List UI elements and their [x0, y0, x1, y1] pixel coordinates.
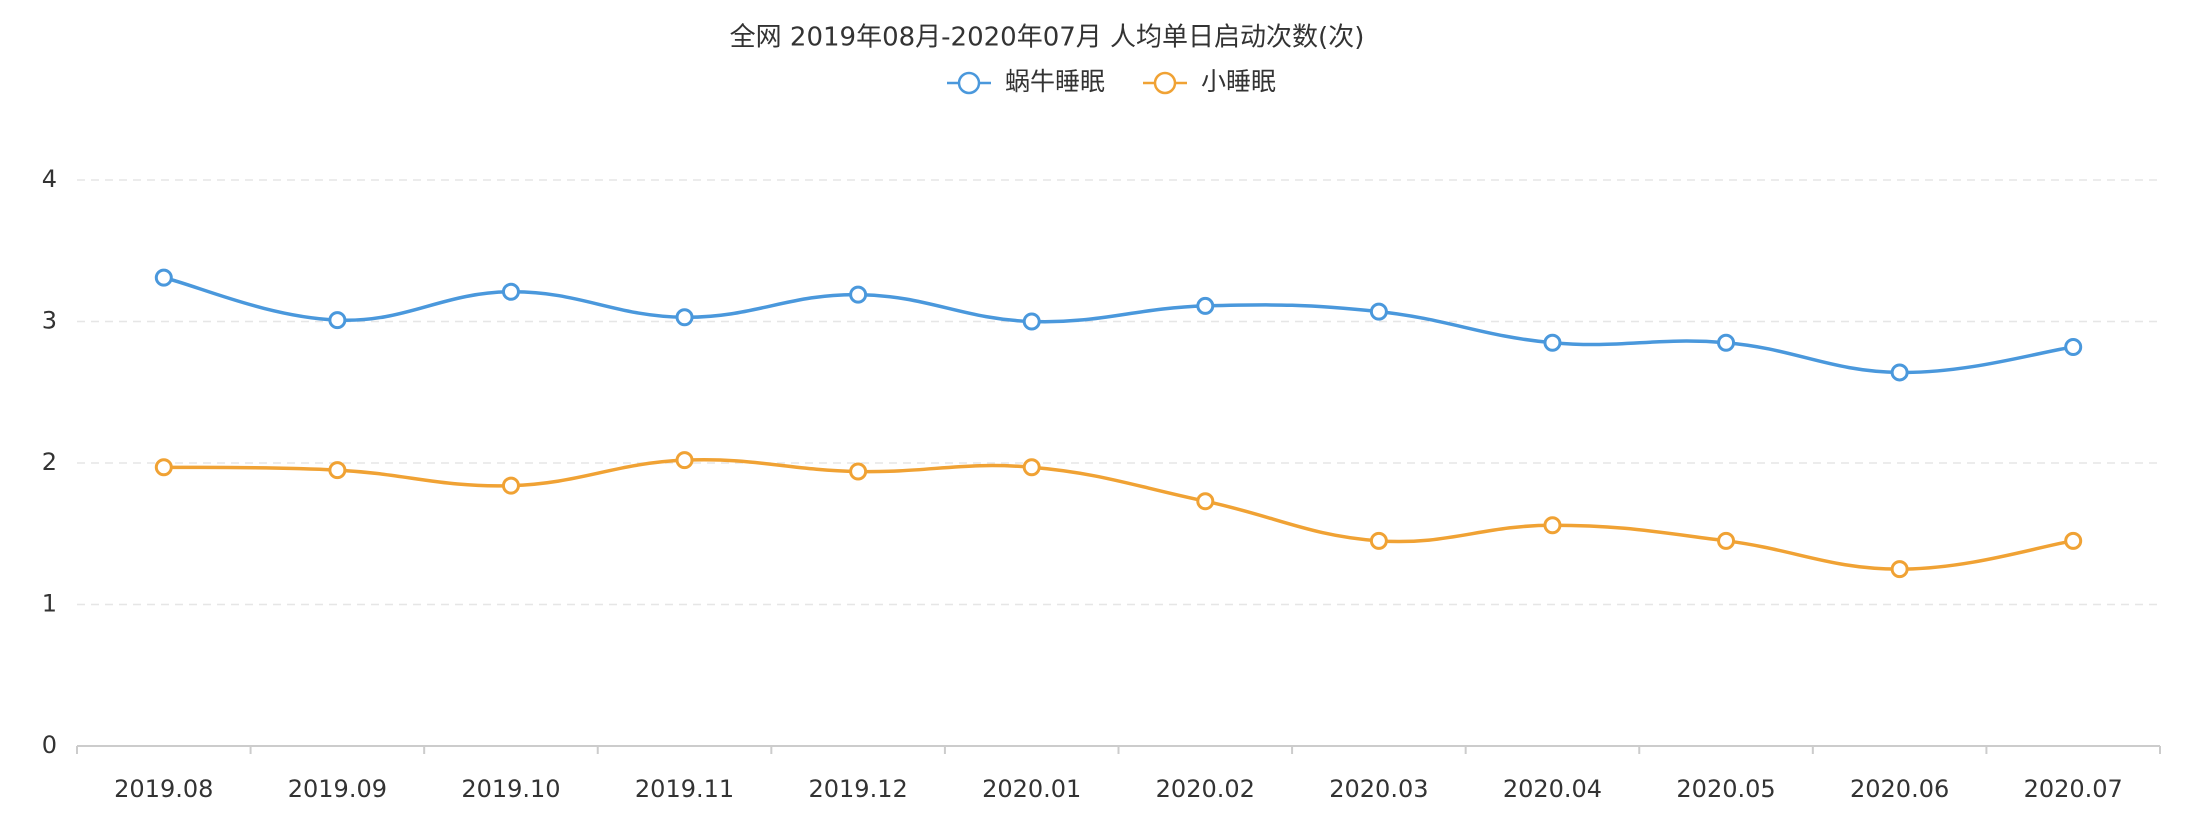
point — [2064, 337, 2083, 356]
point — [1022, 312, 1041, 331]
x-tick-label: 2020.02 — [1156, 775, 1255, 803]
point — [328, 461, 347, 480]
point — [1022, 458, 1041, 477]
x-tick-label: 2020.03 — [1329, 775, 1428, 803]
legend-label: 小睡眠 — [1201, 67, 1276, 96]
x-tick-label: 2019.10 — [461, 775, 560, 803]
point — [1890, 560, 1909, 579]
point — [154, 458, 173, 477]
y-tick-label: 4 — [42, 165, 57, 193]
point — [675, 451, 694, 470]
x-tick-label: 2019.08 — [114, 775, 213, 803]
x-tick-label: 2020.05 — [1676, 775, 1775, 803]
x-tick-label: 2020.07 — [2024, 775, 2123, 803]
point — [1369, 302, 1388, 321]
point — [1543, 516, 1562, 535]
point — [1543, 333, 1562, 352]
x-tick-label: 2019.12 — [809, 775, 908, 803]
legend-label: 蜗牛睡眠 — [1005, 67, 1105, 96]
point — [1196, 492, 1215, 511]
y-tick-label: 1 — [42, 590, 57, 618]
y-tick-label: 0 — [42, 731, 57, 759]
point — [1717, 531, 1736, 550]
legend-marker — [1153, 71, 1177, 95]
point — [849, 285, 868, 304]
x-tick-label: 2020.01 — [982, 775, 1081, 803]
point — [1717, 333, 1736, 352]
series-line — [163, 275, 2074, 375]
legend-marker — [957, 71, 981, 95]
point — [849, 462, 868, 481]
y-tick-label: 3 — [42, 307, 57, 335]
point — [1369, 531, 1388, 550]
chart-title: 全网 2019年08月-2020年07月 人均单日启动次数(次) — [730, 23, 1365, 53]
x-tick-label: 2020.06 — [1850, 775, 1949, 803]
point — [328, 311, 347, 330]
point — [501, 282, 520, 301]
series-line — [163, 458, 2074, 571]
x-tick-label: 2020.04 — [1503, 775, 1602, 803]
point — [675, 308, 694, 327]
point — [154, 268, 173, 287]
x-tick-label: 2019.09 — [288, 775, 387, 803]
x-tick-label: 2019.11 — [635, 775, 734, 803]
point — [1196, 296, 1215, 315]
y-tick-label: 2 — [42, 448, 57, 476]
point — [1890, 363, 1909, 382]
point — [501, 476, 520, 495]
point — [2064, 531, 2083, 550]
